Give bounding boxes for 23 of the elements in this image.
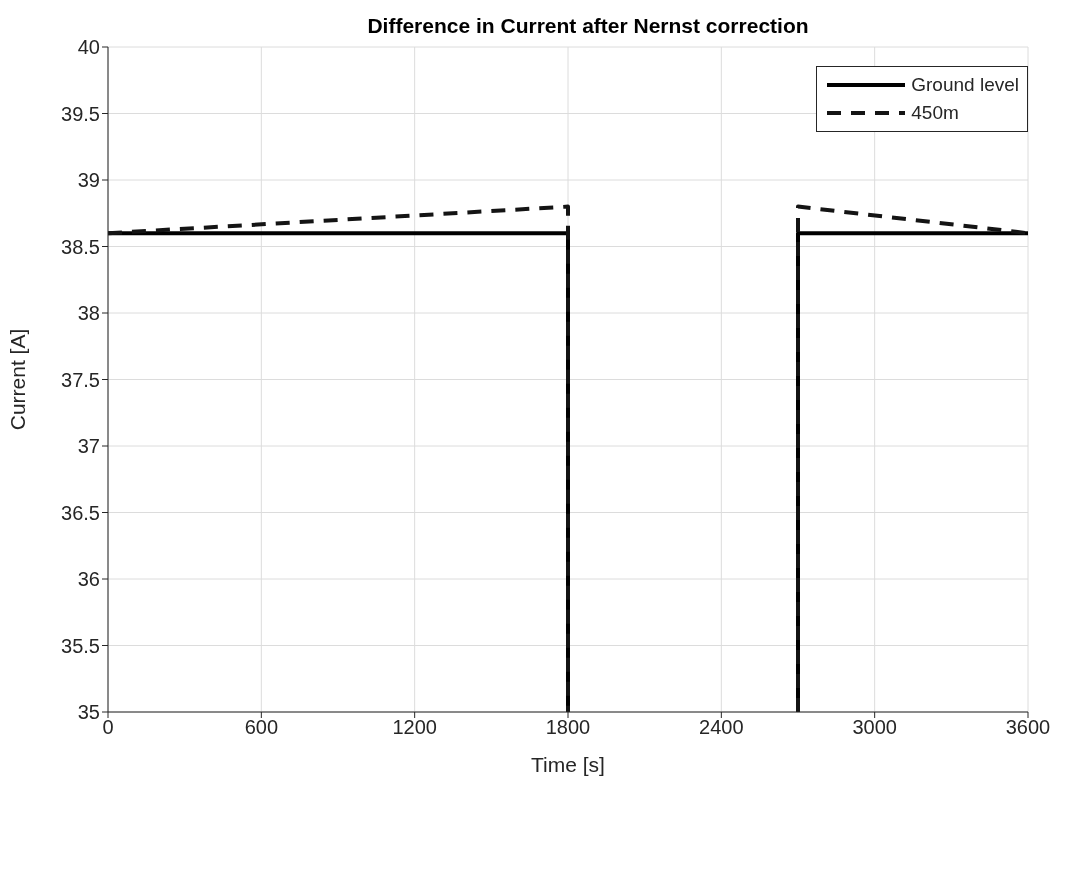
legend-label: 450m <box>911 102 959 124</box>
chart-title: Difference in Current after Nernst correction <box>366 14 810 38</box>
x-tick-label: 2400 <box>699 716 744 739</box>
x-tick-label: 0 <box>102 716 114 739</box>
y-tick-label: 38.5 <box>61 235 100 258</box>
x-tick-label: 600 <box>244 716 279 739</box>
y-tick-label: 35 <box>77 701 100 724</box>
y-tick-label: 36.5 <box>61 501 100 524</box>
y-tick-label: 40 <box>77 36 100 59</box>
y-tick-label: 37.5 <box>61 368 100 391</box>
x-tick-label: 3000 <box>852 716 897 739</box>
y-axis-title: Current [A] <box>6 328 30 431</box>
x-tick-label: 1800 <box>545 716 591 739</box>
y-tick-label: 39.5 <box>61 102 100 125</box>
y-tick-label: 39 <box>77 169 100 192</box>
y-tick-label: 37 <box>77 435 100 458</box>
x-tick-label: 3600 <box>1005 716 1051 739</box>
legend-label: Ground level <box>911 74 1019 96</box>
y-tick-label: 38 <box>77 302 100 325</box>
x-axis-title: Time [s] <box>531 753 605 776</box>
y-tick-label: 36 <box>77 568 100 591</box>
y-tick-label: 35.5 <box>61 634 100 657</box>
x-tick-label: 1200 <box>392 716 437 739</box>
